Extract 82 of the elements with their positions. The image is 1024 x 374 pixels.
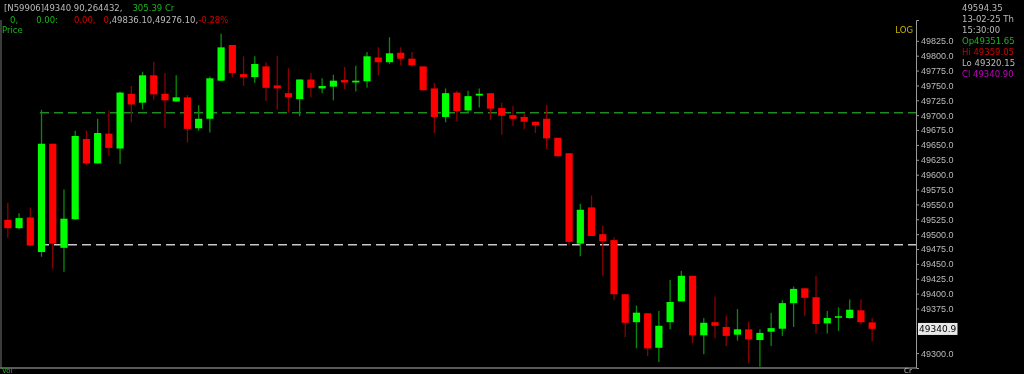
candlestick (329, 74, 337, 101)
candlestick (756, 328, 764, 368)
candlestick (195, 104, 203, 132)
candlestick (767, 312, 775, 347)
y-tick-label: 49750.0 (921, 80, 954, 91)
y-tick-label: 49825.0 (921, 36, 954, 47)
y-tick-label: 49575.0 (921, 184, 954, 195)
candlestick (790, 285, 798, 328)
text: Lo 49320.15 (962, 58, 1016, 68)
candlestick (498, 102, 506, 136)
candlestick (239, 55, 248, 87)
candlestick (374, 46, 382, 76)
candlestick (733, 308, 742, 342)
annotation: 0 (103, 15, 109, 25)
text: Op49351.65 (962, 36, 1015, 46)
candlestick (666, 279, 674, 330)
text: Cl 49340.90 (962, 69, 1014, 79)
text: Hi 49359.05 (962, 47, 1015, 57)
y-tick-label: 49525.0 (921, 214, 954, 225)
annotation: 0, (10, 15, 19, 25)
candlestick (307, 72, 315, 98)
y-tick-label: 49375.0 (921, 303, 954, 314)
annotation: -0.28% (198, 15, 229, 25)
candlestick (711, 295, 719, 339)
candlestick (127, 85, 135, 123)
candlestick (453, 90, 461, 122)
candlestick (722, 315, 730, 347)
candlestick (172, 74, 180, 103)
text: 13-02-25 Th (962, 14, 1014, 24)
candlestick (857, 298, 865, 326)
candlestick (801, 287, 809, 317)
y-tick-label: 49675.0 (921, 125, 954, 136)
candlestick (419, 65, 427, 92)
y-tick-label: 49300.0 (921, 348, 954, 359)
candlestick (745, 320, 753, 364)
y-tick-label: 49700.0 (921, 110, 954, 121)
text: LOG (895, 25, 913, 35)
y-tick-label: 49450.0 (921, 259, 954, 270)
y-tick-label: 49425.0 (921, 274, 954, 285)
y-tick-label: 49600.0 (921, 170, 954, 181)
candlestick (632, 304, 641, 350)
candlestick (273, 55, 281, 111)
text: 49340.9 (919, 323, 957, 334)
candlestick (543, 104, 551, 150)
candlestick (475, 87, 483, 109)
candlestick (262, 61, 270, 102)
candlestick (105, 109, 113, 157)
candlestick (834, 306, 843, 332)
annotation: Price (2, 25, 23, 35)
candlestick (150, 60, 158, 101)
candlestick (700, 317, 708, 355)
candlestick (296, 78, 304, 118)
text: 49594.35 (962, 3, 1003, 13)
annotation: ,49836.10,49276.10, (108, 15, 199, 25)
y-tick-label: 49475.0 (921, 244, 954, 255)
text: 15:30:00 (962, 25, 1001, 35)
candlestick (4, 201, 12, 239)
annotation: 0.00, (73, 15, 96, 25)
candlestick (442, 87, 450, 123)
candlestick (284, 67, 293, 114)
candlestick (385, 36, 394, 65)
candlestick (823, 310, 831, 335)
y-tick-label: 49500.0 (921, 229, 954, 240)
candlestick (161, 72, 169, 129)
y-tick-label: 49650.0 (921, 140, 954, 151)
text: 305.39 Cr (132, 3, 175, 13)
candlestick (599, 225, 607, 277)
y-tick-label: 49400.0 (921, 289, 954, 300)
y-tick-label: 49775.0 (921, 65, 954, 76)
candlestick (509, 105, 517, 127)
y-tick-label: 49800.0 (921, 51, 954, 62)
candlestick (251, 55, 259, 84)
candlestick (464, 90, 472, 114)
y-tick-label: 49550.0 (921, 199, 954, 210)
y-tick-label: 49725.0 (921, 95, 954, 106)
candlestick (846, 298, 854, 320)
candlestick (486, 92, 495, 121)
candlestick (655, 310, 663, 363)
y-tick-label: 49625.0 (921, 155, 954, 166)
candlestick (868, 317, 876, 342)
text: [N59906]49340.90,264432, (4, 3, 123, 13)
annotation: 0.00: (36, 15, 58, 25)
